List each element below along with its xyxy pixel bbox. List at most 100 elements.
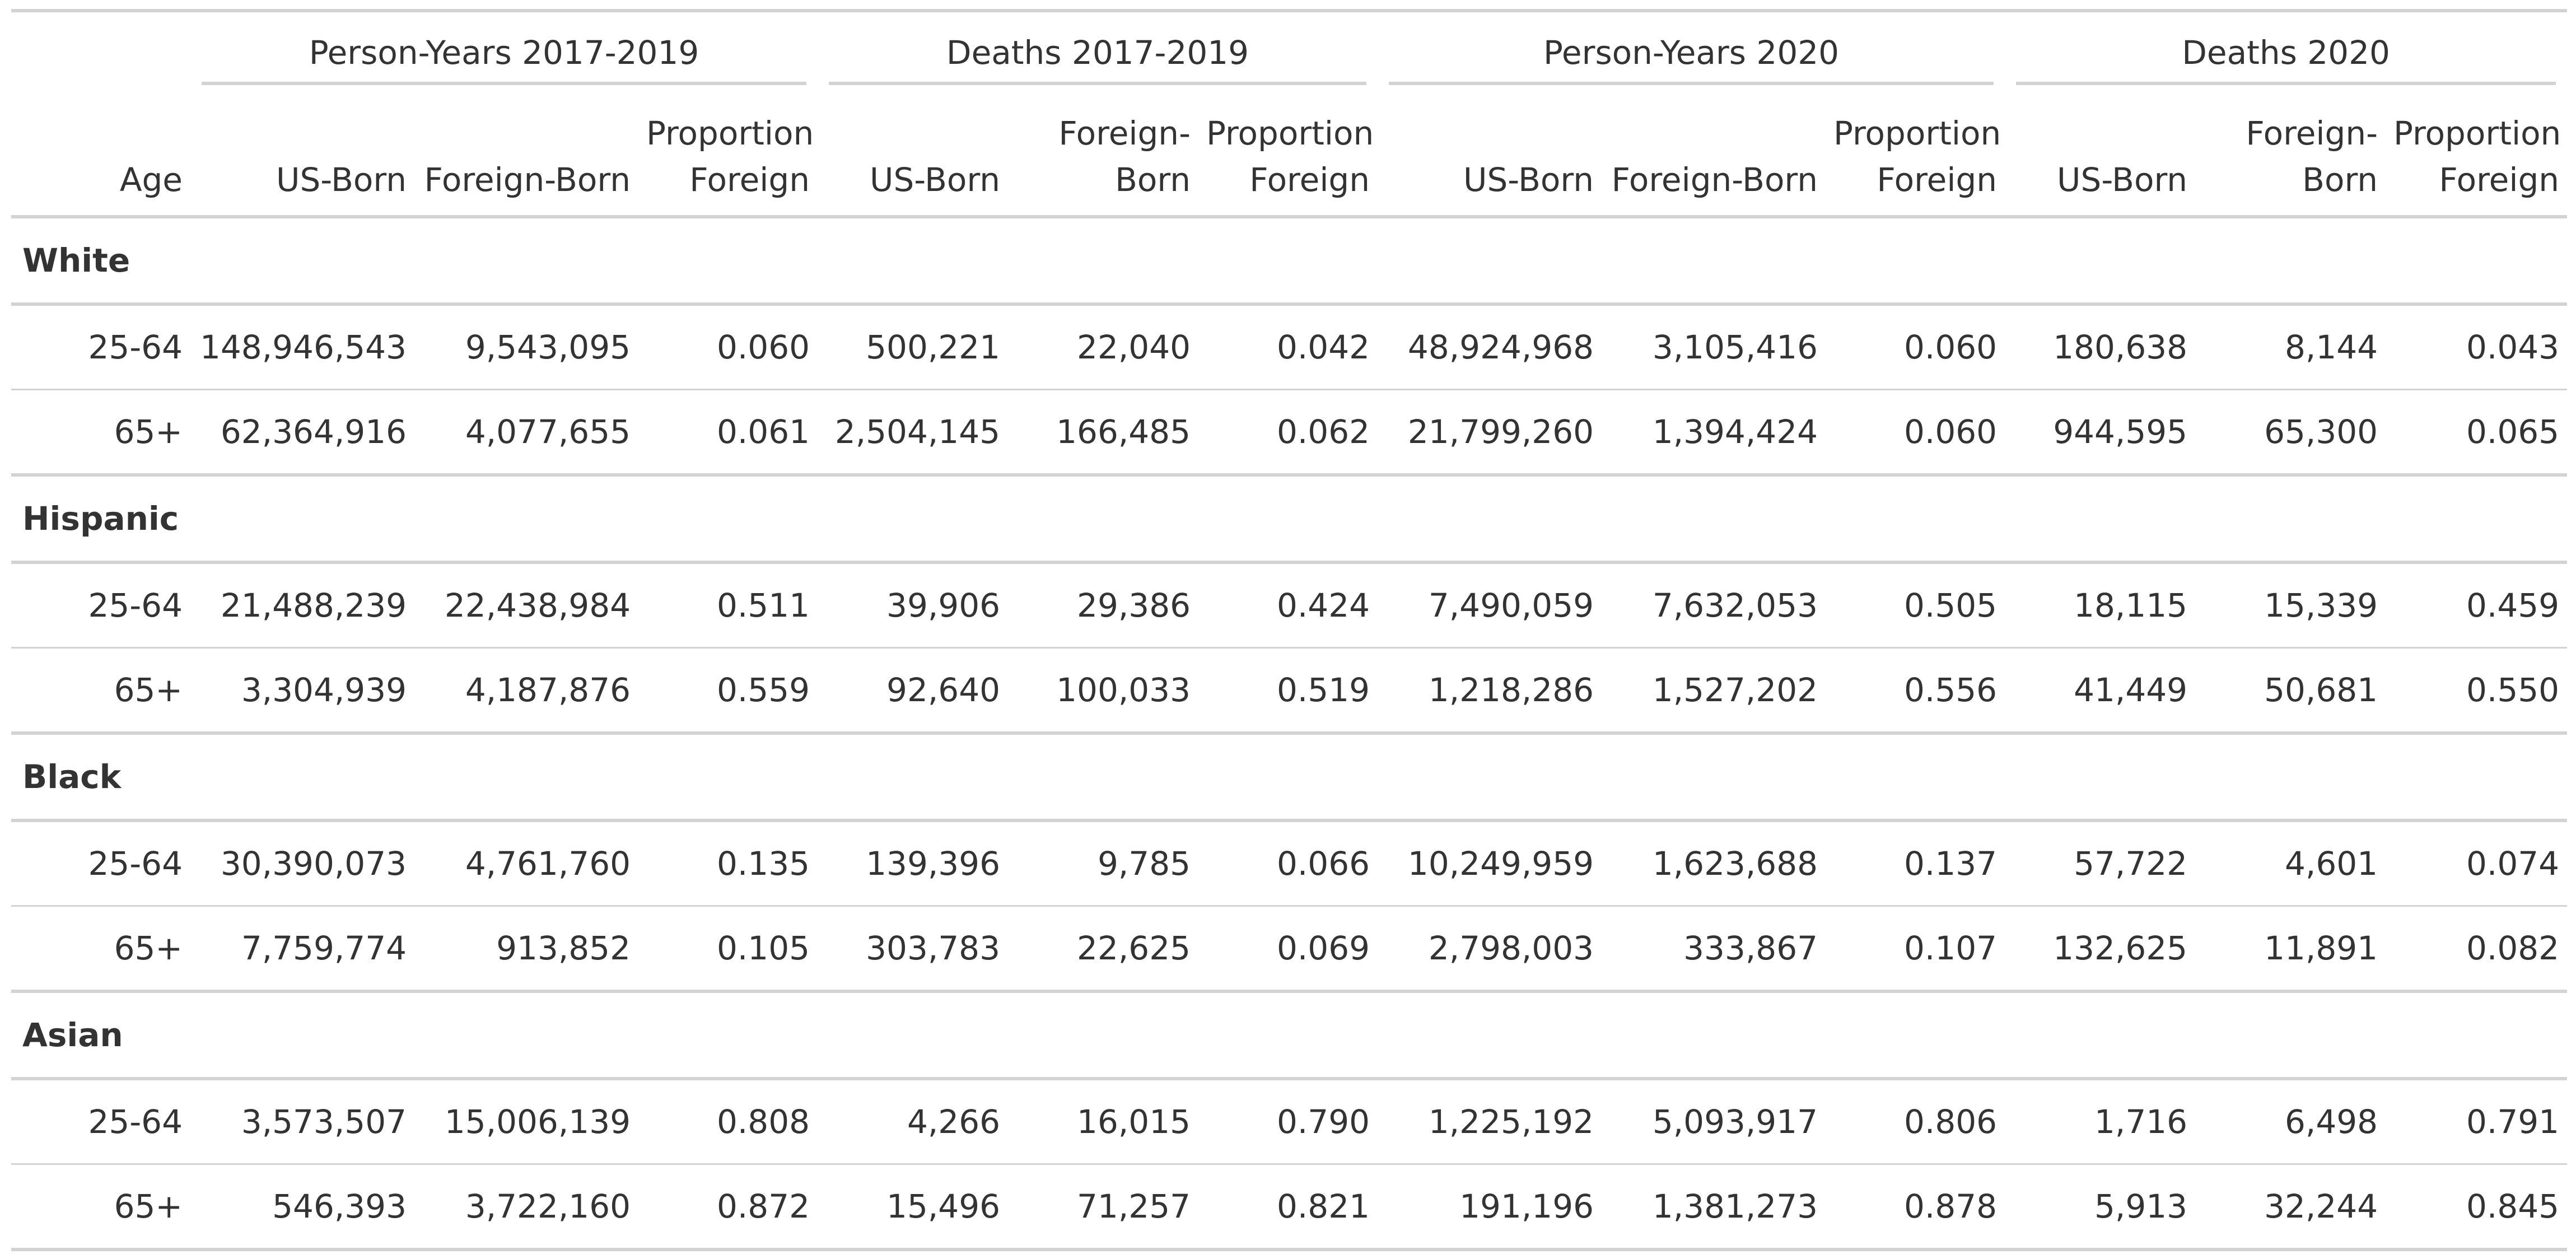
age-cell: 25-64 <box>11 820 190 907</box>
table-cell: 0.069 <box>1198 906 1378 993</box>
table-cell: 39,906 <box>818 562 1008 649</box>
spanner-person-years-2020: Person-Years 2020 <box>1378 11 2005 85</box>
table-cell: 0.791 <box>2386 1079 2568 1165</box>
column-header: US-Born <box>1378 85 1602 218</box>
table-cell: 148,946,543 <box>190 304 414 390</box>
table-cell: 5,913 <box>2094 1187 2188 1225</box>
table-cell: 191,196 <box>1459 1187 1594 1225</box>
table-cell: 21,799,260 <box>1378 389 1602 477</box>
table-cell: 29,386 <box>1008 562 1198 649</box>
table-cell: 0.060 <box>638 304 818 390</box>
table-cell: 15,339 <box>2195 562 2386 649</box>
group-label: Black <box>11 733 2568 822</box>
table-cell: 4,077,655 <box>414 389 638 477</box>
table-cell: 0.135 <box>638 820 818 907</box>
table-cell: 9,543,095 <box>414 304 638 390</box>
table-cell: 62,364,916 <box>190 389 414 477</box>
table-cell: 22,438,984 <box>414 562 638 649</box>
age-cell: 65+ <box>114 1187 183 1225</box>
table-cell: 18,115 <box>2005 562 2196 649</box>
table-cell: 57,722 <box>2005 820 2196 907</box>
spanner-row: Person-Years 2017-2019 Deaths 2017-2019 … <box>11 11 2567 85</box>
table-cell: 0.872 <box>716 1187 810 1225</box>
group-label: Asian <box>11 991 2568 1080</box>
group-header-row: Hispanic <box>11 475 2568 564</box>
table-cell: 0.845 <box>2466 1187 2560 1225</box>
group-header-row: Black <box>11 733 2568 822</box>
table-cell: 500,221 <box>818 304 1008 390</box>
table-cell: 6,498 <box>2195 1079 2386 1165</box>
table-row: 65+ 62,364,916 4,077,655 0.061 2,504,145 166,… <box>11 389 2568 477</box>
age-cell: 65+ <box>11 647 190 735</box>
column-header-row: Age US-Born Foreign-Born Proportion Foreign… <box>11 85 2568 218</box>
table-cell: 22,040 <box>1008 304 1198 390</box>
table-cell: 0.082 <box>2386 906 2568 993</box>
table-cell: 2,504,145 <box>818 389 1008 477</box>
table-cell: 0.519 <box>1198 647 1378 735</box>
column-header: Foreign-Born <box>1602 85 1826 218</box>
table-cell: 7,490,059 <box>1378 562 1602 649</box>
column-header: Foreign-Born <box>2195 85 2386 218</box>
group-label: White <box>11 217 2568 306</box>
table-cell: 3,304,939 <box>190 647 414 735</box>
column-header: Proportion Foreign <box>638 85 818 218</box>
table-cell: 1,225,192 <box>1378 1079 1602 1165</box>
table-cell: 944,595 <box>2005 389 2196 477</box>
column-header: Proportion Foreign <box>2386 85 2568 218</box>
table-container: Person-Years 2017-2019 Deaths 2017-2019 … <box>11 9 2568 1251</box>
table-cell: 333,867 <box>1602 906 1826 993</box>
table-cell: 166,485 <box>1008 389 1198 477</box>
column-header: US-Born <box>818 85 1008 218</box>
table-cell: 0.808 <box>638 1079 818 1165</box>
table-row: 25-64 30,390,073 4,761,760 0.135 139,396 9,78… <box>11 820 2568 907</box>
table-cell: 0.061 <box>638 389 818 477</box>
spanner-empty <box>11 11 190 85</box>
table-cell: 139,396 <box>818 820 1008 907</box>
table-cell: 0.074 <box>2386 820 2568 907</box>
table-cell: 7,632,053 <box>1602 562 1826 649</box>
table-cell: 0.043 <box>2386 304 2568 390</box>
table-cell: 1,623,688 <box>1602 820 1826 907</box>
column-header: US-Born <box>2005 85 2196 218</box>
spanner-deaths-2020: Deaths 2020 <box>2005 11 2567 85</box>
column-header: US-Born <box>190 85 414 218</box>
table-cell: 913,852 <box>414 906 638 993</box>
table-cell: 0.459 <box>2386 562 2568 649</box>
table-cell: 0.065 <box>2386 389 2568 477</box>
spanner-deaths-2017-2019: Deaths 2017-2019 <box>818 11 1378 85</box>
table-cell: 0.821 <box>1276 1187 1370 1225</box>
age-cell: 25-64 <box>11 1079 190 1165</box>
column-header: Proportion Foreign <box>1826 85 2005 218</box>
table-cell: 1,218,286 <box>1378 647 1602 735</box>
table-cell: 4,761,760 <box>414 820 638 907</box>
table-cell: 100,033 <box>1008 647 1198 735</box>
table-cell: 8,144 <box>2195 304 2386 390</box>
table-cell: 0.559 <box>638 647 818 735</box>
table-cell: 0.105 <box>638 906 818 993</box>
table-cell: 1,394,424 <box>1602 389 1826 477</box>
table-cell: 9,785 <box>1008 820 1198 907</box>
table-cell: 0.806 <box>1826 1079 2005 1165</box>
table-cell: 303,783 <box>818 906 1008 993</box>
table-cell: 1,527,202 <box>1602 647 1826 735</box>
table-cell: 4,601 <box>2195 820 2386 907</box>
table-row: 25-64 148,946,543 9,543,095 0.060 500,221 22,… <box>11 304 2568 390</box>
table-cell: 0.060 <box>1826 389 2005 477</box>
column-header: Age <box>11 85 190 218</box>
table-row: 65+ 546,393 3,722,160 0.872 15,496 71,257 0.82… <box>11 1164 2567 1250</box>
table-cell: 180,638 <box>2005 304 2196 390</box>
age-cell: 65+ <box>11 389 190 477</box>
table-cell: 22,625 <box>1008 906 1198 993</box>
table-cell: 1,381,273 <box>1652 1187 1818 1225</box>
column-header: Foreign-Born <box>1008 85 1198 218</box>
table-cell: 15,006,139 <box>414 1079 638 1165</box>
table-cell: 30,390,073 <box>190 820 414 907</box>
table-cell: 2,798,003 <box>1378 906 1602 993</box>
spanner-person-years-2017-2019: Person-Years 2017-2019 <box>190 11 818 85</box>
table-cell: 3,573,507 <box>190 1079 414 1165</box>
table-body: White 25-64 148,946,543 9,543,095 0.060 500,2… <box>11 217 2568 1250</box>
table-cell: 0.511 <box>638 562 818 649</box>
table-cell: 0.062 <box>1198 389 1378 477</box>
table-cell: 21,488,239 <box>190 562 414 649</box>
group-label: Hispanic <box>11 475 2568 564</box>
